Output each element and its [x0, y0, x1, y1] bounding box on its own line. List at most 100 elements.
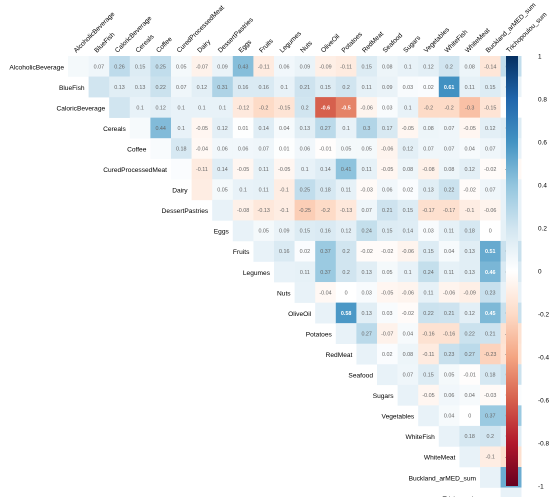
- heatmap-cell: [480, 467, 501, 488]
- cell-value: 0.06: [238, 146, 249, 152]
- heatmap-cell: [438, 97, 460, 118]
- heatmap-cell: [418, 364, 440, 386]
- column-label: Trichopoulou_sum: [505, 11, 548, 54]
- heatmap-cell: [459, 405, 481, 427]
- cell-value: 0.09: [217, 64, 228, 70]
- column-label: Fruits: [258, 37, 275, 54]
- cell-value: 0.14: [258, 126, 269, 132]
- heatmap-cell: [315, 302, 337, 324]
- heatmap-cell: [377, 282, 398, 303]
- cell-value: 0.11: [362, 167, 372, 173]
- cell-value: -0.02: [464, 188, 476, 194]
- heatmap-cell: [232, 220, 254, 242]
- cell-value: -0.11: [423, 352, 435, 358]
- cell-value: 0.21: [444, 311, 455, 317]
- heatmap-cell: [150, 56, 172, 77]
- cell-value: 0.31: [217, 85, 228, 91]
- heatmap-cell: [356, 220, 378, 242]
- heatmap-cell: [480, 384, 501, 406]
- heatmap-cell: [480, 117, 501, 139]
- cell-value: 0.07: [258, 146, 269, 152]
- heatmap-cell: [171, 76, 192, 98]
- cell-value: 0.06: [217, 146, 228, 152]
- cell-value: 0.12: [485, 126, 496, 132]
- heatmap-cell: [377, 138, 398, 160]
- cell-value: 0.1: [404, 105, 412, 111]
- cell-value: 0.08: [382, 64, 393, 70]
- cell-value: 0.08: [423, 126, 434, 132]
- heatmap-cell: [274, 76, 295, 98]
- heatmap-cell: [109, 56, 131, 77]
- row-label: WhiteMeat: [424, 455, 456, 462]
- heatmap-cell: [418, 302, 440, 324]
- heatmap-cell: [274, 158, 295, 180]
- heatmap-cell: [377, 56, 398, 77]
- cell-value: 0.12: [197, 85, 208, 91]
- cell-value: 0.05: [341, 146, 352, 152]
- heatmap-cell: [459, 364, 481, 386]
- cell-value: 0.08: [403, 352, 414, 358]
- cell-value: 0.11: [444, 270, 454, 276]
- heatmap-cell: [438, 343, 460, 365]
- cell-value: 0.13: [464, 249, 475, 255]
- heatmap-cell: [212, 117, 234, 139]
- colorbar-tick-label: 1: [538, 54, 542, 61]
- heatmap-cell: [191, 97, 213, 118]
- row-label: Coffee: [127, 146, 147, 153]
- row-label: Seafood: [348, 373, 373, 380]
- row-label: WhiteFish: [405, 434, 435, 441]
- cell-value: -0.2: [321, 208, 330, 214]
- heatmap-cell: [274, 240, 295, 262]
- heatmap-cell: [335, 220, 357, 242]
- cell-value: 0.15: [382, 229, 393, 235]
- cell-value: 0.23: [485, 290, 496, 296]
- cell-value: 0.15: [135, 64, 146, 70]
- cell-value: -0.2: [444, 105, 453, 111]
- colorbar-tick-label: -0.2: [538, 312, 549, 319]
- cell-value: 0.1: [239, 188, 247, 194]
- heatmap-cell: [294, 179, 316, 201]
- column-label: OliveOil: [320, 33, 342, 55]
- cell-value: 0.07: [485, 146, 496, 152]
- cell-value: -0.2: [259, 105, 268, 111]
- heatmap-cell: [294, 282, 316, 303]
- column-label: Sugars: [402, 34, 422, 54]
- cell-value: 0.02: [423, 85, 434, 91]
- heatmap-cell: [294, 117, 316, 139]
- row-label: Vegetables: [382, 414, 415, 421]
- cell-value: 0.06: [444, 393, 455, 399]
- column-label: Seafood: [382, 32, 405, 55]
- heatmap-cell: [253, 97, 275, 118]
- cell-value: 0.05: [176, 64, 187, 70]
- cell-value: 0.13: [135, 85, 146, 91]
- heatmap-cell: [397, 323, 419, 344]
- column-label: Coffee: [155, 36, 174, 55]
- cell-value: 0.12: [423, 64, 434, 70]
- heatmap-cell: [418, 179, 440, 201]
- heatmap-cells: [68, 56, 522, 497]
- heatmap-cell: [438, 425, 460, 447]
- cell-value: 0.18: [320, 188, 331, 194]
- heatmap-cell: [356, 117, 378, 139]
- cell-value: -0.25: [299, 208, 311, 214]
- heatmap-cell: [356, 158, 378, 180]
- cell-value: 0.58: [341, 311, 352, 317]
- heatmap-cell: [232, 76, 254, 98]
- cell-value: 0.2: [342, 249, 350, 255]
- heatmap-cell: [171, 158, 192, 180]
- heatmap-cell: [459, 240, 481, 262]
- heatmap-cell: [397, 343, 419, 365]
- heatmap-cell: [438, 282, 460, 303]
- cell-value: 0.11: [423, 290, 433, 296]
- row-label: CuredProcessedMeat: [103, 167, 167, 174]
- heatmap-cell: [377, 240, 398, 262]
- cell-value: -0.06: [361, 105, 373, 111]
- cell-value: 0.04: [464, 393, 475, 399]
- heatmap-cell: [459, 199, 481, 221]
- heatmap-cell: [459, 343, 481, 365]
- heatmap-cell: [480, 220, 501, 242]
- heatmap-cell: [480, 240, 501, 262]
- heatmap-cell: [459, 384, 481, 406]
- heatmap-cell: [68, 56, 89, 77]
- heatmap-cell: [480, 138, 501, 160]
